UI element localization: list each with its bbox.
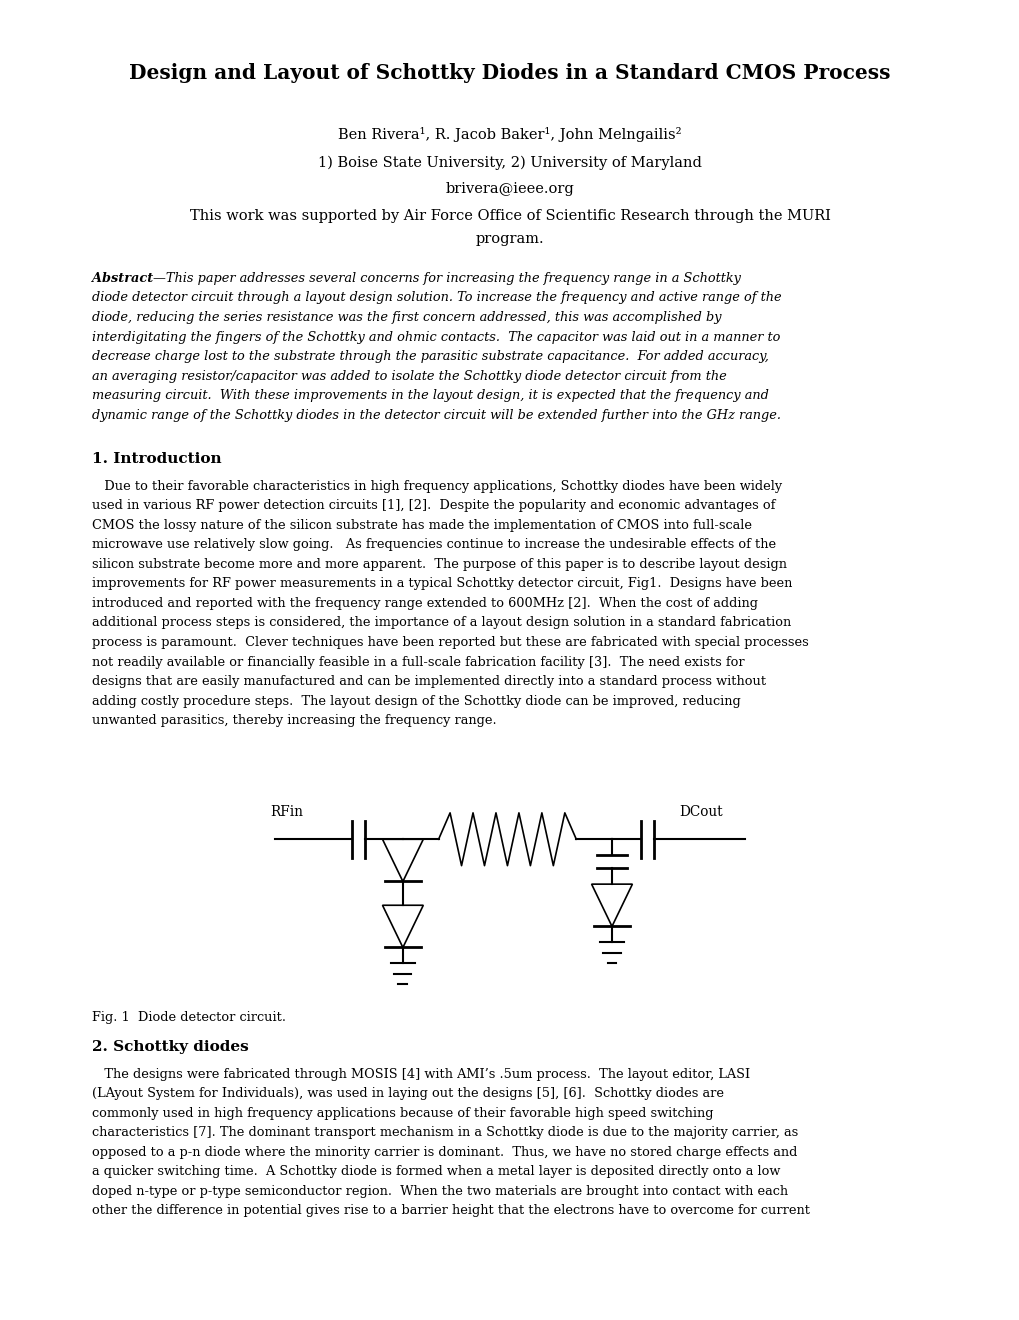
Text: unwanted parasitics, thereby increasing the frequency range.: unwanted parasitics, thereby increasing …: [92, 714, 496, 727]
Text: decrease charge lost to the substrate through the parasitic substrate capacitanc: decrease charge lost to the substrate th…: [92, 350, 768, 363]
Text: microwave use relatively slow going.   As frequencies continue to increase the u: microwave use relatively slow going. As …: [92, 539, 775, 552]
Text: other the difference in potential gives rise to a barrier height that the electr: other the difference in potential gives …: [92, 1204, 809, 1217]
Text: additional process steps is considered, the importance of a layout design soluti: additional process steps is considered, …: [92, 616, 791, 630]
Text: RFin: RFin: [270, 805, 303, 820]
Text: used in various RF power detection circuits [1], [2].  Despite the popularity an: used in various RF power detection circu…: [92, 499, 774, 512]
Text: 1) Boise State University, 2) University of Maryland: 1) Boise State University, 2) University…: [318, 156, 701, 170]
Text: silicon substrate become more and more apparent.  The purpose of this paper is t: silicon substrate become more and more a…: [92, 558, 786, 570]
Text: —This paper addresses several concerns for increasing the frequency range in a S: —This paper addresses several concerns f…: [153, 272, 740, 285]
Text: opposed to a p-n diode where the minority carrier is dominant.  Thus, we have no: opposed to a p-n diode where the minorit…: [92, 1146, 797, 1159]
Text: (LAyout System for Individuals), was used in laying out the designs [5], [6].  S: (LAyout System for Individuals), was use…: [92, 1088, 723, 1100]
Text: diode, reducing the series resistance was the first concern addressed, this was : diode, reducing the series resistance wa…: [92, 312, 720, 323]
Text: This work was supported by Air Force Office of Scientific Research through the M: This work was supported by Air Force Off…: [190, 209, 829, 223]
Text: Ben Rivera¹, R. Jacob Baker¹, John Melngailis²: Ben Rivera¹, R. Jacob Baker¹, John Melng…: [338, 127, 681, 141]
Text: interdigitating the fingers of the Schottky and ohmic contacts.  The capacitor w: interdigitating the fingers of the Schot…: [92, 330, 780, 343]
Text: not readily available or financially feasible in a full-scale fabrication facili: not readily available or financially fea…: [92, 656, 744, 668]
Text: DCout: DCout: [679, 805, 722, 820]
Text: process is paramount.  Clever techniques have been reported but these are fabric: process is paramount. Clever techniques …: [92, 636, 808, 649]
Text: program.: program.: [475, 232, 544, 247]
Text: designs that are easily manufactured and can be implemented directly into a stan: designs that are easily manufactured and…: [92, 675, 765, 688]
Text: a quicker switching time.  A Schottky diode is formed when a metal layer is depo: a quicker switching time. A Schottky dio…: [92, 1166, 780, 1179]
Text: The designs were fabricated through MOSIS [4] with AMI’s .5um process.  The layo: The designs were fabricated through MOSI…: [92, 1068, 749, 1081]
Text: improvements for RF power measurements in a typical Schottky detector circuit, F: improvements for RF power measurements i…: [92, 577, 792, 590]
Text: measuring circuit.  With these improvements in the layout design, it is expected: measuring circuit. With these improvemen…: [92, 389, 768, 403]
Text: diode detector circuit through a layout design solution. To increase the frequen: diode detector circuit through a layout …: [92, 292, 781, 305]
Text: characteristics [7]. The dominant transport mechanism in a Schottky diode is due: characteristics [7]. The dominant transp…: [92, 1126, 797, 1139]
Text: Fig. 1  Diode detector circuit.: Fig. 1 Diode detector circuit.: [92, 1011, 285, 1024]
Text: 2. Schottky diodes: 2. Schottky diodes: [92, 1040, 249, 1053]
Text: Abstract: Abstract: [92, 272, 153, 285]
Text: introduced and reported with the frequency range extended to 600MHz [2].  When t: introduced and reported with the frequen…: [92, 597, 757, 610]
Text: dynamic range of the Schottky diodes in the detector circuit will be extended fu: dynamic range of the Schottky diodes in …: [92, 409, 780, 421]
Text: commonly used in high frequency applications because of their favorable high spe: commonly used in high frequency applicat…: [92, 1106, 712, 1119]
Text: Due to their favorable characteristics in high frequency applications, Schottky : Due to their favorable characteristics i…: [92, 479, 782, 492]
Text: an averaging resistor/capacitor was added to isolate the Schottky diode detector: an averaging resistor/capacitor was adde…: [92, 370, 726, 383]
Text: CMOS the lossy nature of the silicon substrate has made the implementation of CM: CMOS the lossy nature of the silicon sub…: [92, 519, 751, 532]
Text: Design and Layout of Schottky Diodes in a Standard CMOS Process: Design and Layout of Schottky Diodes in …: [129, 63, 890, 83]
Text: adding costly procedure steps.  The layout design of the Schottky diode can be i: adding costly procedure steps. The layou…: [92, 694, 740, 708]
Text: brivera@ieee.org: brivera@ieee.org: [445, 182, 574, 197]
Text: doped n-type or p-type semiconductor region.  When the two materials are brought: doped n-type or p-type semiconductor reg…: [92, 1185, 787, 1197]
Text: 1. Introduction: 1. Introduction: [92, 451, 221, 466]
